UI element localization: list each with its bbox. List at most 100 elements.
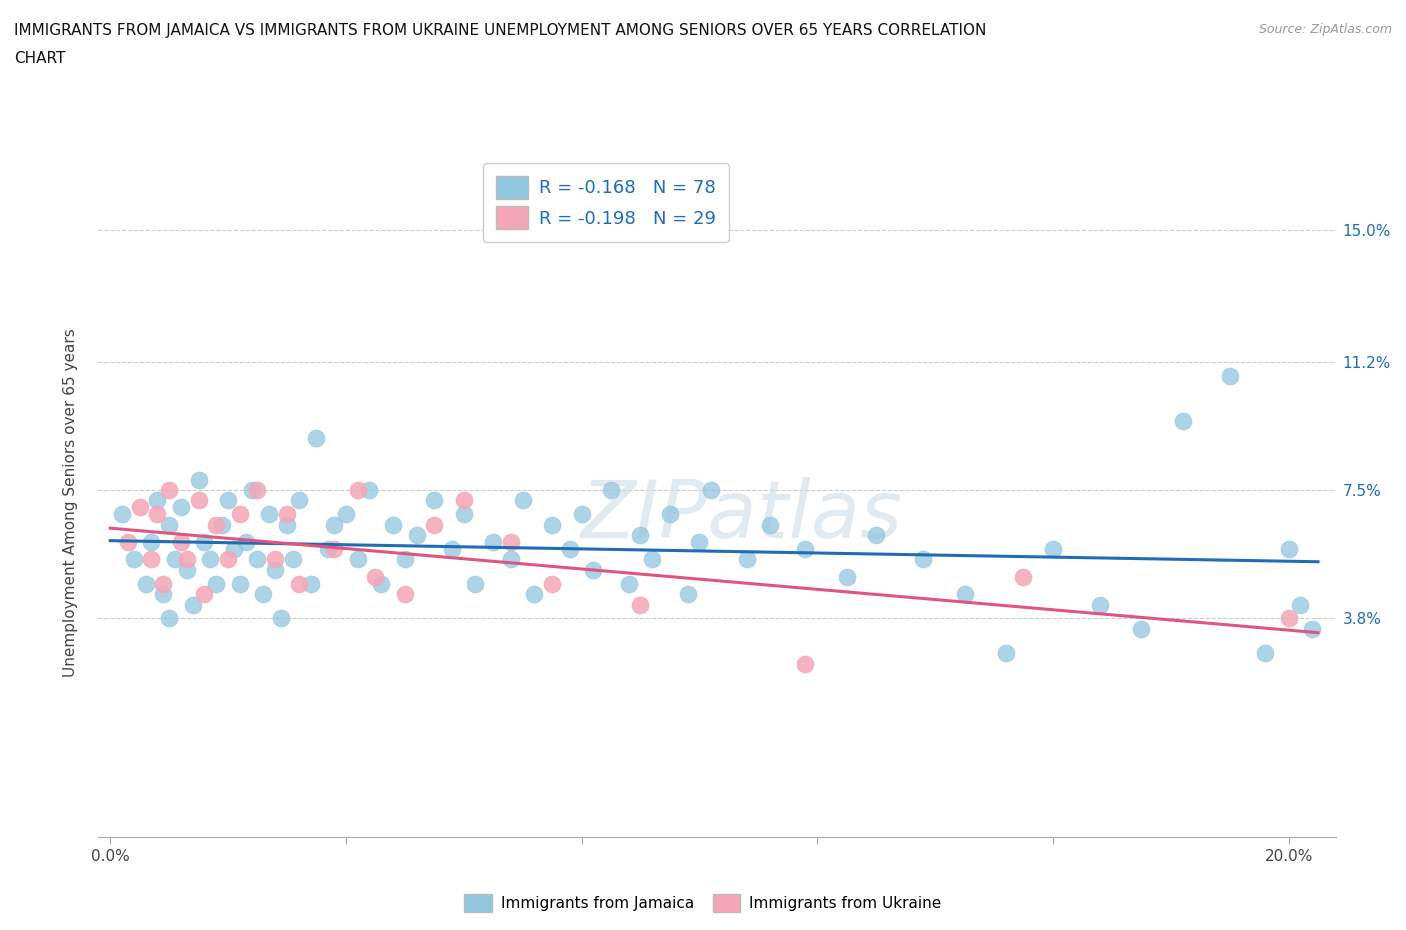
- Point: [688, 535, 710, 550]
- Point: [482, 535, 505, 550]
- Point: [464, 577, 486, 591]
- Point: [246, 483, 269, 498]
- Y-axis label: Unemployment Among Seniors over 65 years: Unemployment Among Seniors over 65 years: [63, 328, 77, 677]
- Point: [181, 597, 204, 612]
- Point: [187, 493, 209, 508]
- Point: [135, 577, 157, 591]
- Point: [170, 500, 193, 515]
- Point: [1289, 597, 1312, 612]
- Point: [163, 552, 186, 567]
- Legend: R = -0.168   N = 78, R = -0.198   N = 29: R = -0.168 N = 78, R = -0.198 N = 29: [482, 163, 728, 242]
- Point: [176, 563, 198, 578]
- Legend: Immigrants from Jamaica, Immigrants from Ukraine: Immigrants from Jamaica, Immigrants from…: [458, 888, 948, 918]
- Point: [735, 552, 758, 567]
- Text: ZIPatlas: ZIPatlas: [581, 476, 903, 554]
- Point: [217, 493, 239, 508]
- Point: [252, 587, 274, 602]
- Point: [359, 483, 381, 498]
- Point: [582, 563, 605, 578]
- Point: [222, 541, 245, 556]
- Point: [346, 552, 368, 567]
- Point: [264, 563, 287, 578]
- Point: [700, 483, 723, 498]
- Point: [205, 577, 228, 591]
- Point: [281, 552, 304, 567]
- Point: [953, 587, 976, 602]
- Point: [246, 552, 269, 567]
- Point: [259, 507, 281, 522]
- Point: [641, 552, 664, 567]
- Point: [229, 577, 252, 591]
- Point: [217, 552, 239, 567]
- Point: [912, 552, 935, 567]
- Point: [558, 541, 581, 556]
- Text: IMMIGRANTS FROM JAMAICA VS IMMIGRANTS FROM UKRAINE UNEMPLOYMENT AMONG SENIORS OV: IMMIGRANTS FROM JAMAICA VS IMMIGRANTS FR…: [14, 23, 987, 38]
- Point: [146, 507, 169, 522]
- Point: [1254, 645, 1277, 660]
- Point: [287, 577, 309, 591]
- Point: [1219, 368, 1241, 383]
- Point: [187, 472, 209, 487]
- Point: [111, 507, 134, 522]
- Point: [270, 611, 292, 626]
- Point: [571, 507, 593, 522]
- Text: Source: ZipAtlas.com: Source: ZipAtlas.com: [1258, 23, 1392, 36]
- Point: [276, 517, 298, 532]
- Point: [600, 483, 623, 498]
- Point: [141, 552, 163, 567]
- Point: [323, 541, 346, 556]
- Point: [305, 431, 328, 445]
- Point: [440, 541, 463, 556]
- Point: [240, 483, 263, 498]
- Point: [176, 552, 198, 567]
- Point: [157, 517, 180, 532]
- Point: [394, 552, 416, 567]
- Point: [370, 577, 392, 591]
- Point: [200, 552, 222, 567]
- Point: [512, 493, 534, 508]
- Point: [541, 517, 564, 532]
- Point: [193, 587, 215, 602]
- Point: [994, 645, 1017, 660]
- Point: [152, 577, 174, 591]
- Point: [1277, 611, 1299, 626]
- Point: [794, 541, 817, 556]
- Point: [835, 569, 858, 584]
- Point: [1042, 541, 1064, 556]
- Point: [122, 552, 145, 567]
- Point: [523, 587, 546, 602]
- Point: [193, 535, 215, 550]
- Point: [1088, 597, 1111, 612]
- Point: [316, 541, 339, 556]
- Point: [1130, 621, 1153, 636]
- Point: [658, 507, 681, 522]
- Point: [117, 535, 139, 550]
- Text: CHART: CHART: [14, 51, 66, 66]
- Point: [541, 577, 564, 591]
- Point: [205, 517, 228, 532]
- Point: [453, 507, 475, 522]
- Point: [405, 527, 427, 542]
- Point: [676, 587, 699, 602]
- Point: [346, 483, 368, 498]
- Point: [128, 500, 150, 515]
- Point: [423, 493, 446, 508]
- Point: [499, 535, 522, 550]
- Point: [323, 517, 346, 532]
- Point: [1171, 413, 1194, 428]
- Point: [364, 569, 387, 584]
- Point: [453, 493, 475, 508]
- Point: [865, 527, 887, 542]
- Point: [157, 611, 180, 626]
- Point: [759, 517, 782, 532]
- Point: [630, 527, 652, 542]
- Point: [229, 507, 252, 522]
- Point: [1301, 621, 1323, 636]
- Point: [170, 535, 193, 550]
- Point: [499, 552, 522, 567]
- Point: [630, 597, 652, 612]
- Point: [1277, 541, 1299, 556]
- Point: [794, 656, 817, 671]
- Point: [423, 517, 446, 532]
- Point: [235, 535, 257, 550]
